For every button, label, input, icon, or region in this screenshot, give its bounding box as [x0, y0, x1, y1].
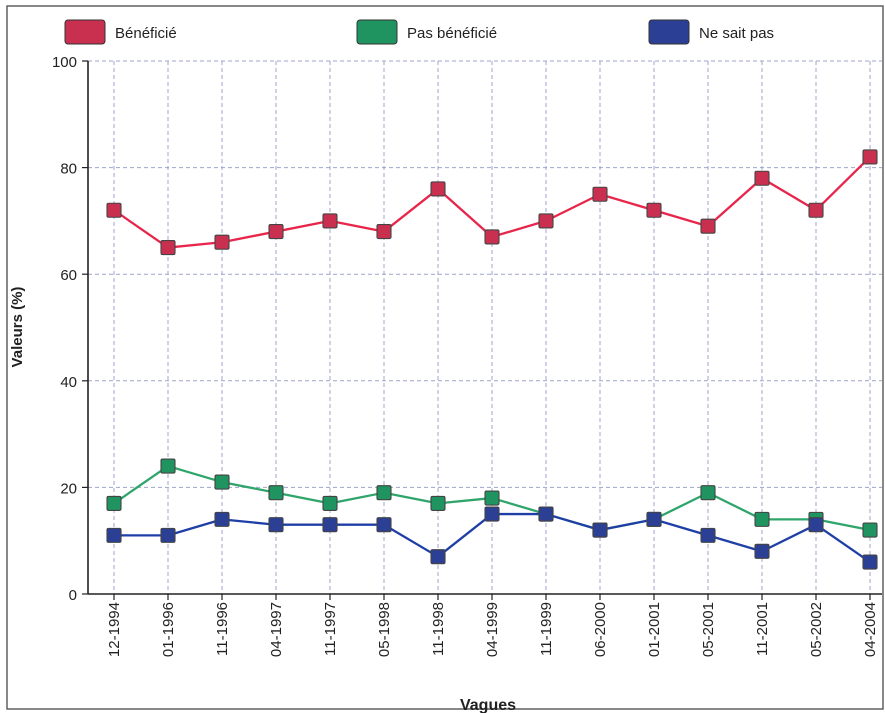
data-point-beneficie-3: [214, 234, 230, 250]
x-tick-label: 06-2000: [592, 602, 609, 657]
x-tick-label: 05-2002: [808, 602, 825, 657]
data-point-pas-beneficie-15: [862, 522, 878, 538]
data-point-pas-beneficie-13: [754, 511, 770, 527]
series-layer: [106, 149, 878, 570]
y-tick-label: 60: [60, 267, 77, 284]
data-point-ne-sait-pas-6: [376, 517, 392, 533]
legend-label: Pas bénéficié: [407, 25, 497, 42]
series-ne-sait-pas: [106, 506, 878, 570]
axes: [87, 61, 882, 595]
x-axis-title: Vagues: [460, 697, 516, 713]
data-point-beneficie-15: [862, 149, 878, 165]
x-tick-label: 04-1999: [484, 602, 501, 657]
legend-swatch: [356, 19, 398, 45]
data-point-ne-sait-pas-10: [592, 522, 608, 538]
x-tick-labels: 12-1994 01-1996 11-1996 04-1997 11-1997 05-19…: [106, 594, 879, 657]
chart-frame: [6, 5, 884, 710]
data-point-pas-beneficie-5: [322, 495, 338, 511]
data-point-ne-sait-pas-13: [754, 543, 770, 559]
data-point-beneficie-12: [700, 218, 716, 234]
data-point-pas-beneficie-1: [106, 495, 122, 511]
x-tick-label: 04-1997: [268, 602, 285, 657]
data-point-beneficie-5: [322, 213, 338, 229]
x-tick-label: 11-1999: [538, 602, 555, 656]
y-tick-label: 80: [60, 161, 77, 178]
legend-swatch: [648, 19, 690, 45]
data-point-ne-sait-pas-14: [808, 517, 824, 533]
y-tick-label: 20: [60, 480, 77, 497]
data-point-ne-sait-pas-5: [322, 517, 338, 533]
data-point-pas-beneficie-12: [700, 485, 716, 501]
legend-label: Ne sait pas: [699, 25, 774, 42]
data-point-beneficie-6: [376, 224, 392, 240]
x-tick-label: 04-2004: [862, 602, 879, 657]
data-point-pas-beneficie-6: [376, 485, 392, 501]
data-point-pas-beneficie-2: [160, 458, 176, 474]
data-point-pas-beneficie-8: [484, 490, 500, 506]
legend-item-beneficie: Bénéficié: [64, 19, 177, 45]
data-point-pas-beneficie-3: [214, 474, 230, 490]
x-tick-label: 11-1997: [322, 602, 339, 656]
data-point-ne-sait-pas-1: [106, 527, 122, 543]
legend: Bénéficié Pas bénéficié Ne sait pas: [64, 19, 774, 45]
data-point-pas-beneficie-7: [430, 495, 446, 511]
y-tick-labels: 0 20 40 60 80 100: [52, 54, 88, 604]
x-tick-label: 01-2001: [646, 602, 663, 657]
x-tick-label: 11-1996: [214, 602, 231, 656]
x-tick-label: 11-1998: [430, 602, 447, 656]
y-tick-label: 100: [52, 54, 77, 71]
data-point-ne-sait-pas-9: [538, 506, 554, 522]
data-point-ne-sait-pas-12: [700, 527, 716, 543]
y-tick-label: 0: [69, 587, 77, 604]
data-point-beneficie-10: [592, 186, 608, 202]
data-point-beneficie-7: [430, 181, 446, 197]
data-point-pas-beneficie-4: [268, 485, 284, 501]
legend-item-ne-sait-pas: Ne sait pas: [648, 19, 774, 45]
legend-item-pas-beneficie: Pas bénéficié: [356, 19, 497, 45]
x-tick-label: 05-2001: [700, 602, 717, 657]
data-point-ne-sait-pas-15: [862, 554, 878, 570]
data-point-ne-sait-pas-4: [268, 517, 284, 533]
x-tick-label: 05-1998: [376, 602, 393, 657]
x-tick-label: 11-2001: [754, 602, 771, 656]
data-point-beneficie-13: [754, 170, 770, 186]
data-point-beneficie-4: [268, 224, 284, 240]
series-beneficie: [106, 149, 878, 256]
data-point-beneficie-8: [484, 229, 500, 245]
data-point-ne-sait-pas-2: [160, 527, 176, 543]
data-point-beneficie-14: [808, 202, 824, 218]
data-point-ne-sait-pas-8: [484, 506, 500, 522]
legend-label: Bénéficié: [115, 25, 177, 42]
data-point-ne-sait-pas-3: [214, 511, 230, 527]
x-tick-label: 12-1994: [106, 602, 123, 657]
data-point-beneficie-11: [646, 202, 662, 218]
data-point-beneficie-1: [106, 202, 122, 218]
legend-swatch: [64, 19, 106, 45]
data-point-ne-sait-pas-11: [646, 511, 662, 527]
y-tick-label: 40: [60, 374, 77, 391]
y-axis-title: Valeurs (%): [9, 287, 26, 368]
data-point-beneficie-2: [160, 240, 176, 256]
x-tick-label: 01-1996: [160, 602, 177, 657]
data-point-ne-sait-pas-7: [430, 549, 446, 565]
data-point-beneficie-9: [538, 213, 554, 229]
